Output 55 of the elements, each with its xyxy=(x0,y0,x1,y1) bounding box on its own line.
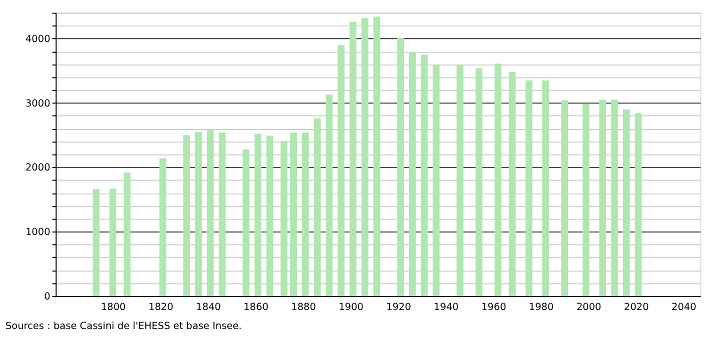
x-tick-label: 2020 xyxy=(624,302,649,314)
bar xyxy=(526,80,532,296)
bar xyxy=(611,100,618,296)
x-tick-label: 1840 xyxy=(196,302,221,314)
bar xyxy=(494,64,502,296)
y-tick-label: 1000 xyxy=(25,227,50,238)
bar xyxy=(350,22,356,296)
bar xyxy=(195,132,202,296)
bar xyxy=(183,135,190,296)
bar xyxy=(397,38,404,296)
source-note: Sources : base Cassini de l'EHESS et base Insee. xyxy=(5,321,242,332)
y-tick-label: 3000 xyxy=(25,98,50,110)
bar xyxy=(622,109,630,296)
y-tick-label: 4000 xyxy=(25,34,50,45)
x-tick-label: 1900 xyxy=(338,302,364,314)
bar xyxy=(302,132,309,296)
x-tick-label: 1860 xyxy=(244,302,268,314)
x-tick-label: 1880 xyxy=(291,302,316,314)
x-tick-label: 1960 xyxy=(481,302,506,314)
bar xyxy=(561,100,568,296)
bar xyxy=(582,104,590,296)
bar xyxy=(92,189,100,296)
x-tick-label: 1820 xyxy=(148,302,174,314)
bar xyxy=(280,140,288,296)
y-tick-label: 0 xyxy=(44,291,50,302)
x-tick-label: 2000 xyxy=(576,302,602,314)
bar xyxy=(599,100,606,296)
x-tick-label: 1920 xyxy=(386,302,412,314)
bar xyxy=(361,18,368,296)
bar xyxy=(206,129,214,296)
bar xyxy=(338,44,345,296)
bar xyxy=(542,80,549,296)
x-tick-label: 1980 xyxy=(528,302,554,314)
x-tick-label: 1940 xyxy=(434,302,459,314)
bar xyxy=(476,68,482,296)
bar xyxy=(508,72,516,296)
y-tick-label: 2000 xyxy=(25,162,50,174)
bar xyxy=(290,132,297,296)
bar xyxy=(634,113,642,296)
bar xyxy=(266,136,274,296)
bar xyxy=(242,149,250,296)
bar xyxy=(218,132,226,296)
bar xyxy=(326,94,333,296)
x-tick-label: 1800 xyxy=(100,302,126,314)
bar xyxy=(420,54,428,296)
x-tick-label: 2040 xyxy=(672,302,696,314)
bar xyxy=(314,118,321,296)
bar xyxy=(159,158,166,296)
bar xyxy=(109,188,116,296)
bar xyxy=(456,64,464,296)
bar xyxy=(409,52,416,296)
bar xyxy=(124,172,131,296)
bar xyxy=(373,16,380,296)
bar xyxy=(254,134,262,296)
bar xyxy=(432,64,440,296)
